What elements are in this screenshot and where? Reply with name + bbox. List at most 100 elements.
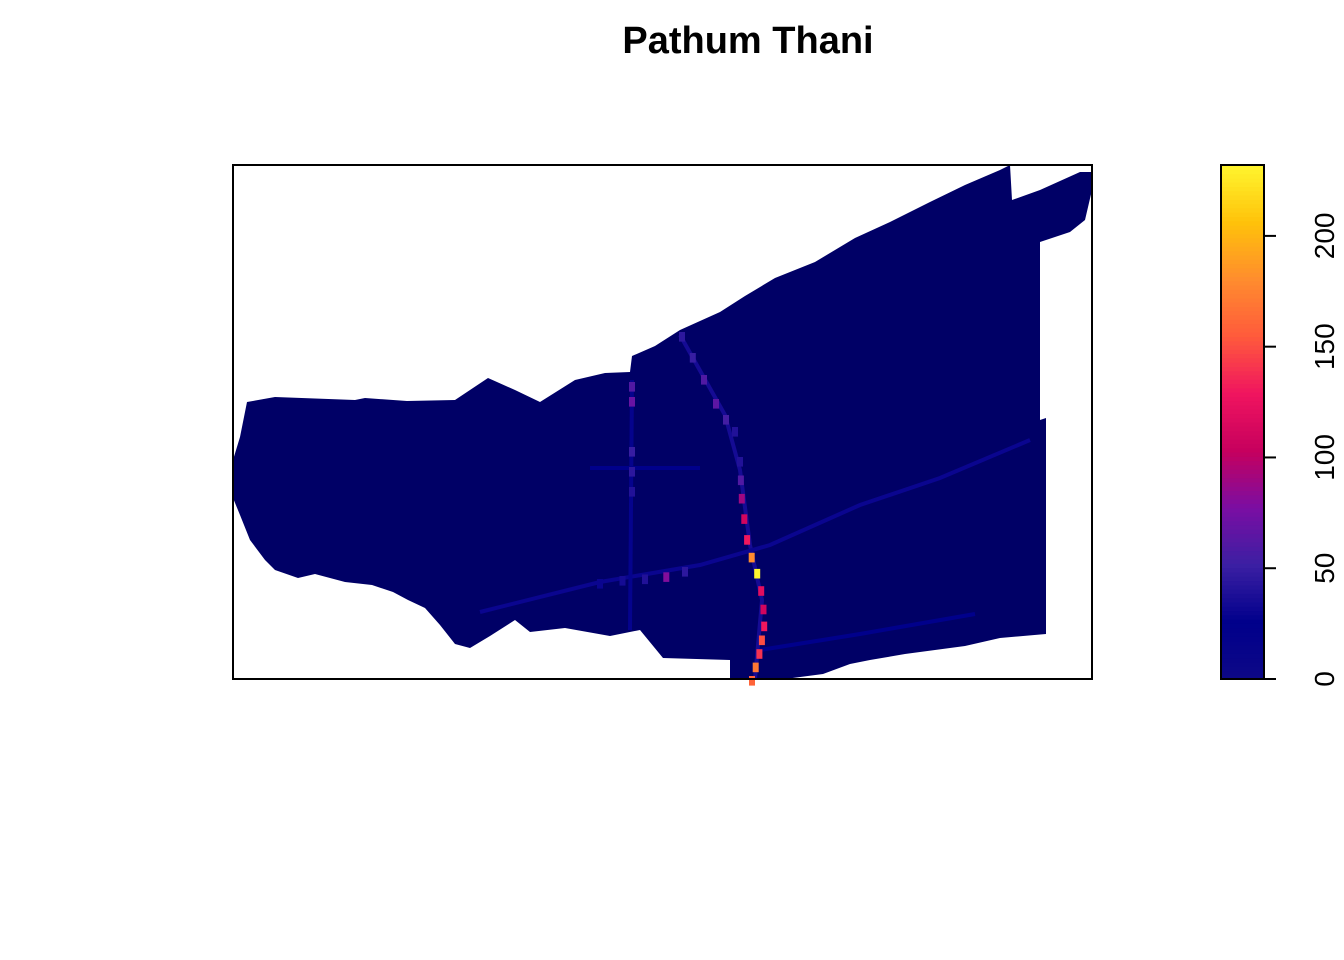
colorbar-step xyxy=(1221,464,1264,470)
colorbar-step xyxy=(1221,323,1264,329)
colorbar-step xyxy=(1221,302,1264,307)
colorbar-step xyxy=(1221,254,1264,260)
colorbar-step xyxy=(1221,481,1264,487)
raster-cell xyxy=(749,676,755,686)
colorbar-step xyxy=(1221,589,1264,594)
colorbar-step xyxy=(1221,370,1264,376)
colorbar-step xyxy=(1221,610,1264,616)
colorbar-step xyxy=(1221,434,1264,440)
colorbar-step xyxy=(1221,306,1264,312)
colorbar-step xyxy=(1221,203,1264,209)
colorbar-step xyxy=(1221,516,1264,522)
colorbar-step xyxy=(1221,353,1264,359)
colorbar-tick-label: 50 xyxy=(1309,553,1340,584)
chart-title: Pathum Thani xyxy=(622,20,873,62)
colorbar-step xyxy=(1221,623,1264,629)
colorbar-step xyxy=(1221,220,1264,226)
colorbar-step xyxy=(1221,242,1264,247)
colorbar-tick-label: 200 xyxy=(1309,213,1340,260)
colorbar-step xyxy=(1221,374,1264,380)
raster-cell xyxy=(701,375,707,385)
colorbar-tick-label: 0 xyxy=(1309,671,1340,687)
colorbar-step xyxy=(1221,199,1264,205)
colorbar-step xyxy=(1221,550,1264,556)
raster-cell xyxy=(629,467,635,477)
raster-cell xyxy=(748,552,755,563)
colorbar-step xyxy=(1221,447,1264,453)
raster-cell xyxy=(741,514,748,524)
colorbar-step xyxy=(1221,177,1264,183)
colorbar-step xyxy=(1221,327,1264,333)
colorbar-step xyxy=(1221,229,1264,235)
colorbar-step xyxy=(1221,507,1264,513)
colorbar-step xyxy=(1221,529,1264,534)
colorbar-step xyxy=(1221,263,1264,269)
colorbar-step xyxy=(1221,280,1264,286)
colorbar-step xyxy=(1221,319,1264,325)
colorbar-step xyxy=(1221,644,1264,650)
colorbar-step xyxy=(1221,272,1264,277)
colorbar-step xyxy=(1221,212,1264,217)
colorbar-step xyxy=(1221,554,1264,560)
colorbar-tick-label: 150 xyxy=(1309,323,1340,370)
colorbar-step xyxy=(1221,601,1264,607)
colorbar-step xyxy=(1221,182,1264,188)
raster-cell xyxy=(629,487,635,497)
colorbar-step xyxy=(1221,194,1264,200)
color-legend: 0 50 100 150 200 xyxy=(1220,164,1340,687)
colorbar-step xyxy=(1221,469,1264,474)
colorbar-step xyxy=(1221,396,1264,402)
colorbar-frame xyxy=(1220,164,1265,680)
colorbar-step xyxy=(1221,216,1264,222)
colorbar-step xyxy=(1221,310,1264,316)
colorbar-step xyxy=(1221,233,1264,239)
colorbar-step xyxy=(1221,537,1264,543)
colorbar-step xyxy=(1221,636,1264,642)
colorbar-step xyxy=(1221,400,1264,406)
colorbar-step xyxy=(1221,250,1264,256)
colorbar-step xyxy=(1221,165,1264,170)
colorbar-step xyxy=(1221,284,1264,290)
colorbar-step xyxy=(1221,404,1264,410)
colorbar-step xyxy=(1221,640,1264,646)
colorbar-step xyxy=(1221,606,1264,612)
colorbar-step xyxy=(1221,653,1264,659)
colorbar-step xyxy=(1221,276,1264,282)
colorbar-step xyxy=(1221,619,1264,624)
colorbar-step xyxy=(1221,666,1264,672)
raster-cell xyxy=(723,415,729,425)
colorbar-step xyxy=(1221,567,1264,573)
raster-cell xyxy=(737,475,744,486)
colorbar-step xyxy=(1221,293,1264,299)
colorbar-step xyxy=(1221,486,1264,492)
colorbar-step xyxy=(1221,366,1264,372)
colorbar-step xyxy=(1221,511,1264,517)
colorbar-step xyxy=(1221,259,1264,265)
colorbar-step xyxy=(1221,439,1264,445)
colorbar-step xyxy=(1221,674,1264,680)
colorbar-step xyxy=(1221,383,1264,389)
raster-cell xyxy=(758,635,765,646)
colorbar-step xyxy=(1221,289,1264,295)
colorbar-step xyxy=(1221,451,1264,457)
colorbar-step xyxy=(1221,597,1264,603)
colorbar-step xyxy=(1221,524,1264,530)
colorbar-step xyxy=(1221,169,1264,175)
colorbar-step xyxy=(1221,336,1264,342)
colorbar-step xyxy=(1221,541,1264,547)
colorbar-step xyxy=(1221,503,1264,509)
raster-cell xyxy=(738,493,745,504)
colorbar-step xyxy=(1221,409,1264,415)
raster-cell xyxy=(754,568,761,579)
colorbar-step xyxy=(1221,173,1264,179)
raster-cell xyxy=(663,572,670,582)
raster-layer xyxy=(233,165,1092,686)
colorbar-step xyxy=(1221,533,1264,539)
colorbar-step xyxy=(1221,593,1264,599)
raster-cell xyxy=(682,567,688,577)
colorbar-step xyxy=(1221,580,1264,586)
raster-cell xyxy=(732,427,738,437)
raster-cell xyxy=(629,397,635,407)
raster-cell xyxy=(737,457,743,467)
colorbar-step xyxy=(1221,422,1264,427)
